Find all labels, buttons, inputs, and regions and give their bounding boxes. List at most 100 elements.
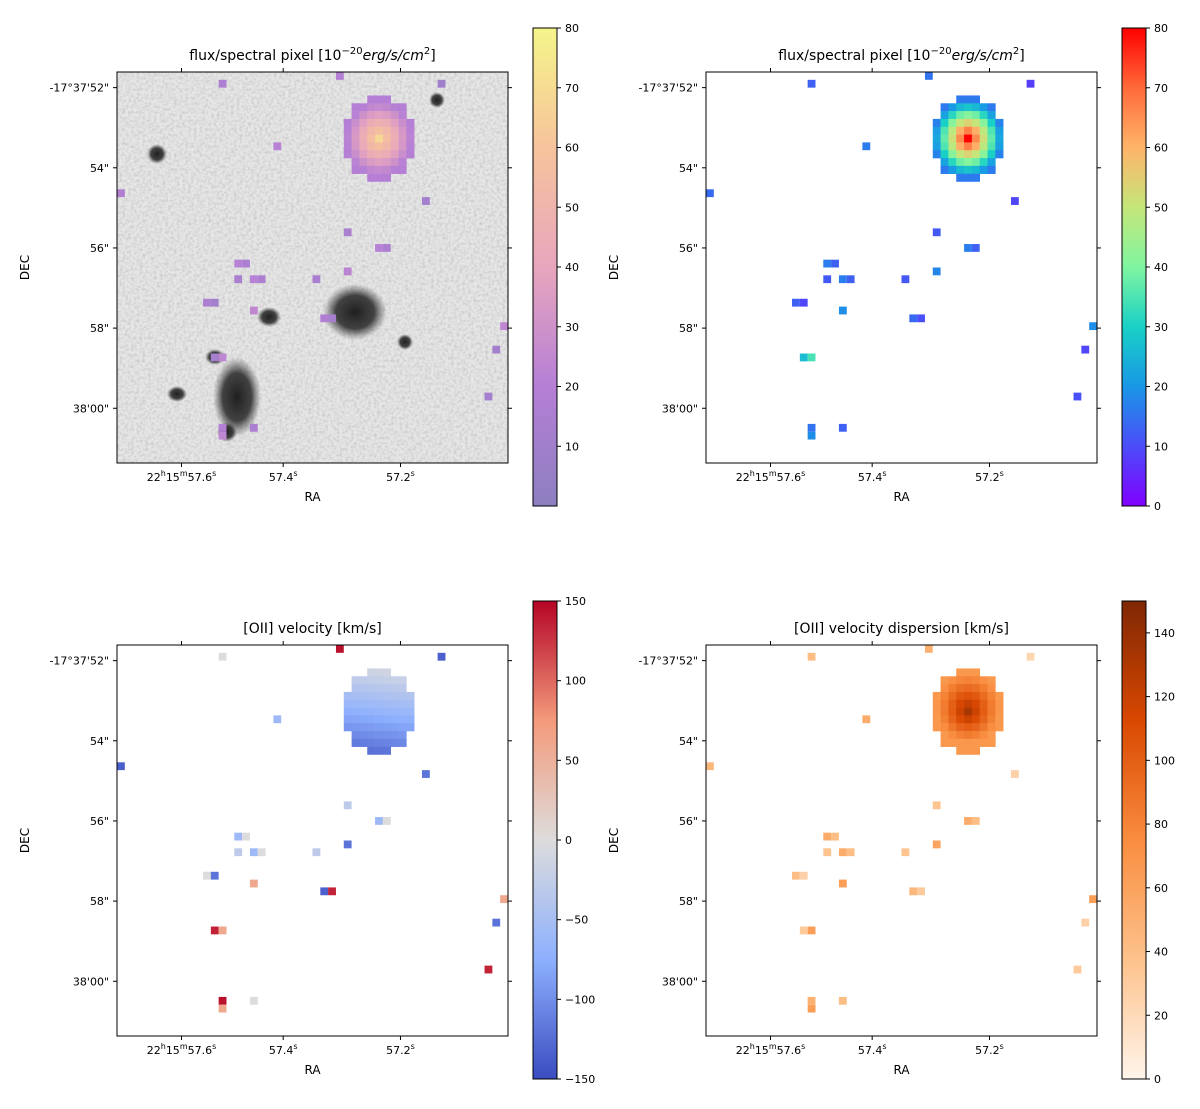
galaxy-pixel (406, 126, 415, 135)
galaxy-blob (429, 92, 445, 108)
galaxy-pixel (956, 103, 965, 112)
title-units: erg/s/cm (363, 48, 424, 64)
data-pixel (932, 801, 941, 810)
galaxy-pixel (971, 707, 980, 716)
galaxy-pixel (964, 126, 973, 135)
title-units: erg/s/cm (952, 48, 1013, 64)
galaxy-pixel (979, 150, 988, 159)
tick-hours: 22 (736, 1044, 750, 1057)
data-pixel (971, 817, 980, 825)
galaxy-pixel (940, 158, 949, 167)
galaxy-pixel (940, 738, 949, 747)
galaxy-pixel (359, 111, 368, 120)
galaxy-pixel (940, 731, 949, 740)
tick-minutes: 15 (166, 471, 180, 484)
galaxy-pixel (375, 731, 384, 740)
galaxy-pixel (956, 173, 965, 182)
galaxy-pixel (979, 699, 988, 708)
galaxy-pixel (390, 731, 399, 740)
panel-1: 22h15m57.6s 57.4s 57.2s-17°37'52"54"56"58"… (18, 22, 579, 507)
y-tick-label: 54" (90, 162, 109, 175)
galaxy-pixel (956, 150, 965, 159)
colorbar-tick-label: 100 (1154, 754, 1175, 767)
colorbar-tick-label: 60 (1154, 882, 1168, 895)
galaxy-pixel (932, 715, 941, 724)
galaxy-pixel (971, 723, 980, 732)
galaxy-pixel (971, 668, 980, 677)
galaxy-pixel (367, 676, 376, 685)
data-pixel (257, 848, 266, 857)
x-tick-label: 57.4s (269, 1042, 298, 1057)
galaxy-pixel (359, 134, 368, 143)
galaxy-pixel (987, 691, 996, 701)
galaxy-pixel (375, 150, 384, 159)
data-pixel (846, 848, 855, 857)
data-pixel (234, 832, 243, 841)
galaxy-pixel (956, 715, 965, 724)
data-pixel (1073, 392, 1082, 401)
data-pixel (234, 259, 243, 268)
data-pixel (249, 423, 258, 432)
galaxy-pixel (398, 103, 407, 112)
galaxy-pixel (987, 150, 996, 159)
colorbar-tick-label: 10 (1154, 440, 1168, 453)
galaxy-pixel (359, 126, 368, 135)
data-pixel (799, 871, 808, 880)
galaxy-pixel (956, 746, 965, 755)
data-pixel (1081, 918, 1090, 927)
y-tick-label: 56" (679, 242, 698, 255)
galaxy-pixel (956, 684, 965, 693)
galaxy-pixel (406, 699, 415, 708)
galaxy-pixel (398, 691, 407, 701)
colorbar (532, 600, 558, 1080)
galaxy-pixel (979, 707, 988, 716)
y-tick-label: 54" (679, 735, 698, 748)
data-pixel (249, 848, 258, 857)
galaxy-pixel (987, 699, 996, 708)
galaxy-pixel (367, 165, 376, 174)
x-tick-label: 57.4s (858, 469, 887, 484)
panel-3: 22h15m57.6s 57.4s 57.2s-17°37'52"54"56"58"… (18, 595, 595, 1086)
galaxy-pixel (964, 158, 973, 167)
galaxy-pixel (948, 699, 957, 708)
galaxy-pixel (987, 684, 996, 693)
galaxy-pixel (940, 150, 949, 159)
data-pixel (320, 314, 329, 323)
data-pixel (492, 918, 501, 927)
data-pixel (807, 1004, 816, 1013)
galaxy-pixel (382, 699, 391, 708)
data-pixel (838, 879, 847, 888)
galaxy-pixel (948, 707, 957, 716)
panel-2: 22h15m57.6s 57.4s 57.2s-17°37'52"54"56"58"… (607, 22, 1168, 513)
galaxy-pixel (398, 126, 407, 135)
galaxy-pixel (971, 684, 980, 693)
data-pixel (343, 840, 352, 849)
colorbar-tick-label: 20 (1154, 1009, 1168, 1022)
data-pixel (838, 306, 847, 315)
tick-seconds: 57.6 (777, 471, 802, 484)
data-pixel (706, 762, 714, 771)
title-unit: [10 (318, 48, 341, 64)
data-pixel (1010, 197, 1019, 205)
tick-hours-sup: h (161, 1042, 166, 1051)
tick-seconds: 57.6 (777, 1044, 802, 1057)
galaxy-pixel (367, 684, 376, 693)
tick-minutes: 15 (755, 1044, 769, 1057)
galaxy-pixel (964, 707, 973, 716)
x-tick-label: 57.2s (975, 1042, 1004, 1057)
galaxy-pixel (390, 684, 399, 693)
data-pixel (831, 259, 839, 268)
galaxy-pixel (932, 134, 941, 143)
galaxy-pixel (971, 738, 980, 747)
galaxy-pixel (995, 715, 1004, 724)
colorbar-tick-label: 140 (1154, 627, 1175, 640)
galaxy-pixel (367, 103, 376, 112)
y-tick-label: 38'00" (662, 975, 698, 988)
galaxy-pixel (375, 142, 384, 151)
tick-seconds-sup: s (801, 469, 805, 478)
galaxy-pixel (375, 173, 384, 182)
galaxy-pixel (987, 142, 996, 151)
galaxy-pixel (367, 699, 376, 708)
data-pixel (901, 275, 910, 284)
